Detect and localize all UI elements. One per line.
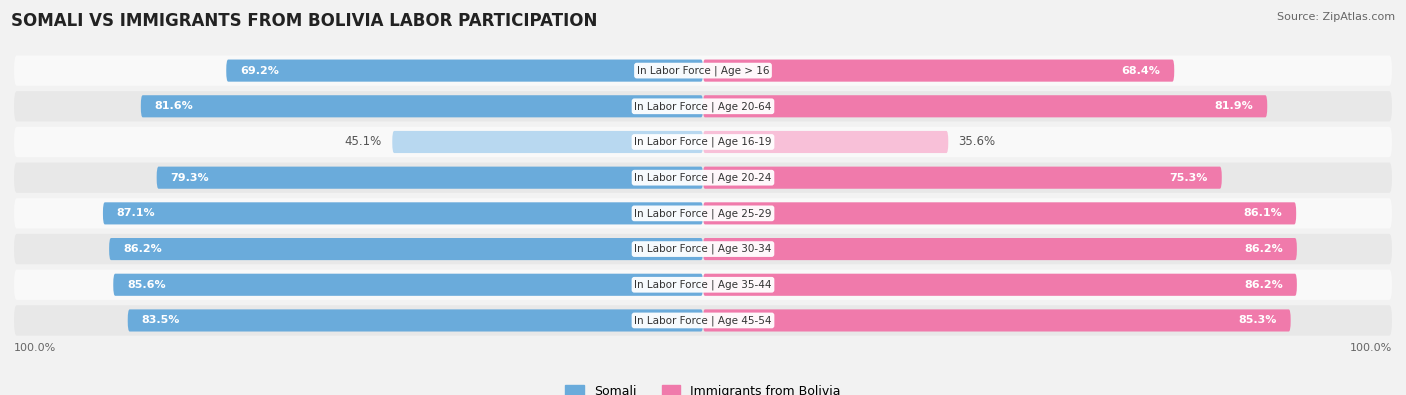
FancyBboxPatch shape [14, 305, 1392, 336]
Text: 75.3%: 75.3% [1170, 173, 1208, 182]
Text: 35.6%: 35.6% [959, 135, 995, 149]
FancyBboxPatch shape [110, 238, 703, 260]
FancyBboxPatch shape [14, 162, 1392, 193]
FancyBboxPatch shape [14, 234, 1392, 264]
FancyBboxPatch shape [14, 55, 1392, 86]
FancyBboxPatch shape [14, 91, 1392, 121]
FancyBboxPatch shape [703, 238, 1296, 260]
Text: 86.2%: 86.2% [122, 244, 162, 254]
FancyBboxPatch shape [392, 131, 703, 153]
Text: In Labor Force | Age > 16: In Labor Force | Age > 16 [637, 65, 769, 76]
Text: 100.0%: 100.0% [14, 342, 56, 353]
Legend: Somali, Immigrants from Bolivia: Somali, Immigrants from Bolivia [560, 380, 846, 395]
Text: In Labor Force | Age 45-54: In Labor Force | Age 45-54 [634, 315, 772, 326]
Text: 81.6%: 81.6% [155, 101, 194, 111]
FancyBboxPatch shape [703, 274, 1296, 296]
Text: In Labor Force | Age 35-44: In Labor Force | Age 35-44 [634, 280, 772, 290]
FancyBboxPatch shape [703, 60, 1174, 82]
Text: 86.2%: 86.2% [1244, 244, 1284, 254]
Text: 87.1%: 87.1% [117, 209, 155, 218]
FancyBboxPatch shape [14, 269, 1392, 300]
Text: Source: ZipAtlas.com: Source: ZipAtlas.com [1277, 12, 1395, 22]
Text: SOMALI VS IMMIGRANTS FROM BOLIVIA LABOR PARTICIPATION: SOMALI VS IMMIGRANTS FROM BOLIVIA LABOR … [11, 12, 598, 30]
Text: In Labor Force | Age 20-24: In Labor Force | Age 20-24 [634, 173, 772, 183]
Text: In Labor Force | Age 20-64: In Labor Force | Age 20-64 [634, 101, 772, 111]
Text: 79.3%: 79.3% [170, 173, 209, 182]
FancyBboxPatch shape [703, 167, 1222, 189]
FancyBboxPatch shape [128, 309, 703, 331]
FancyBboxPatch shape [226, 60, 703, 82]
Text: In Labor Force | Age 30-34: In Labor Force | Age 30-34 [634, 244, 772, 254]
FancyBboxPatch shape [156, 167, 703, 189]
Text: 45.1%: 45.1% [344, 135, 382, 149]
Text: 85.6%: 85.6% [127, 280, 166, 290]
FancyBboxPatch shape [14, 127, 1392, 157]
FancyBboxPatch shape [703, 95, 1267, 117]
Text: 69.2%: 69.2% [240, 66, 278, 75]
FancyBboxPatch shape [141, 95, 703, 117]
Text: 86.2%: 86.2% [1244, 280, 1284, 290]
Text: 81.9%: 81.9% [1215, 101, 1254, 111]
FancyBboxPatch shape [14, 198, 1392, 229]
FancyBboxPatch shape [703, 131, 948, 153]
FancyBboxPatch shape [703, 309, 1291, 331]
FancyBboxPatch shape [103, 202, 703, 224]
Text: 86.1%: 86.1% [1244, 209, 1282, 218]
Text: 68.4%: 68.4% [1122, 66, 1160, 75]
Text: In Labor Force | Age 16-19: In Labor Force | Age 16-19 [634, 137, 772, 147]
Text: In Labor Force | Age 25-29: In Labor Force | Age 25-29 [634, 208, 772, 218]
FancyBboxPatch shape [703, 202, 1296, 224]
Text: 83.5%: 83.5% [142, 316, 180, 325]
Text: 100.0%: 100.0% [1350, 342, 1392, 353]
Text: 85.3%: 85.3% [1239, 316, 1277, 325]
FancyBboxPatch shape [114, 274, 703, 296]
